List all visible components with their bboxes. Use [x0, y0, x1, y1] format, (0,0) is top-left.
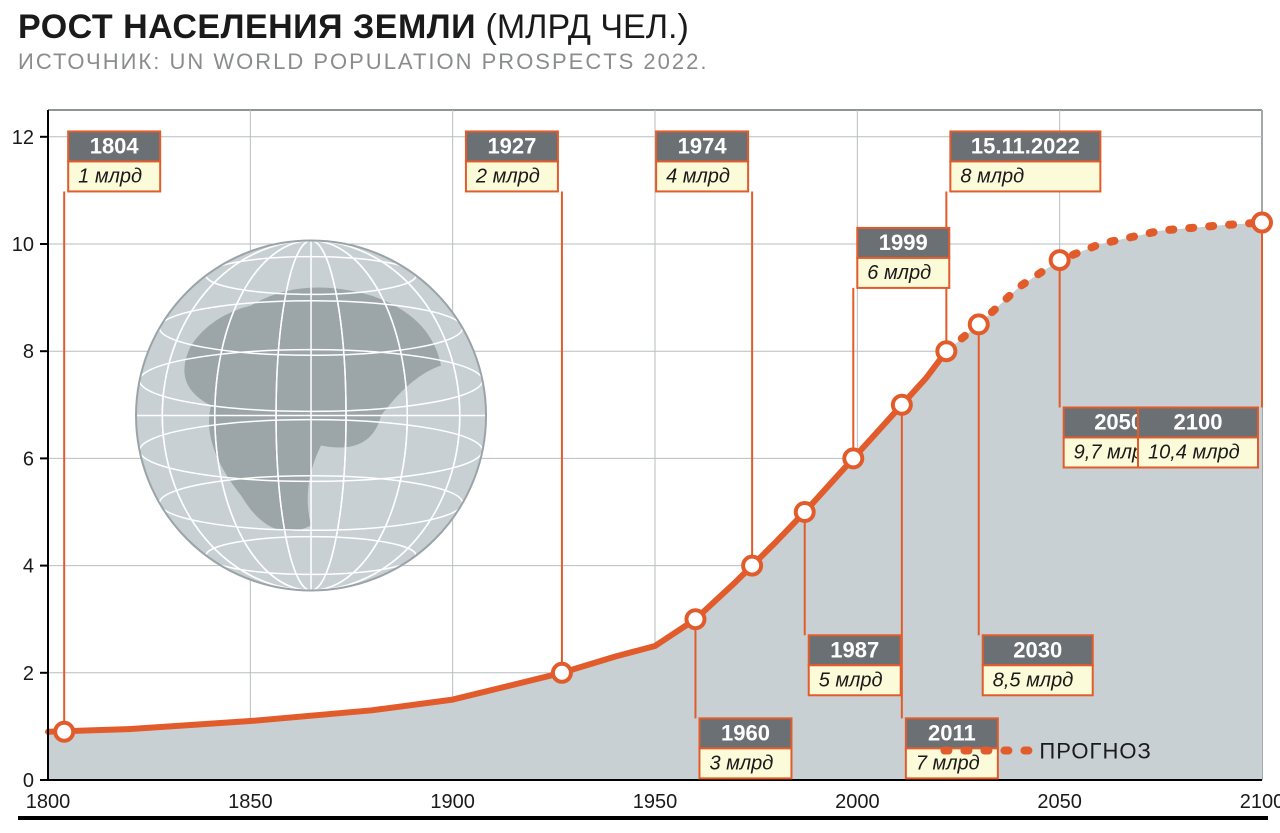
callout: 1999 6 млрд	[857, 228, 949, 288]
callout-year: 2011	[928, 720, 976, 745]
callout-year: 2030	[1013, 637, 1062, 662]
callout: 1927 2 млрд	[466, 131, 558, 191]
callout: 2030 8,5 млрд	[983, 635, 1093, 695]
callout: 1960 3 млрд	[699, 718, 791, 778]
svg-text:2000: 2000	[835, 791, 880, 813]
svg-text:1950: 1950	[633, 791, 678, 813]
svg-text:2100: 2100	[1240, 791, 1280, 813]
callout-year: 2050	[1094, 409, 1143, 434]
svg-text:12: 12	[12, 127, 34, 149]
callout-year: 1960	[721, 720, 770, 745]
callout-value: 6 млрд	[867, 262, 931, 284]
callout: 15.11.2022 8 млрд	[950, 131, 1100, 191]
data-marker	[844, 449, 862, 467]
callout: 1974 4 млрд	[656, 131, 748, 191]
callout-value: 1 млрд	[78, 165, 142, 187]
svg-text:1900: 1900	[430, 791, 475, 813]
callout-value: 4 млрд	[666, 165, 730, 187]
chart-title-bold: РОСТ НАСЕЛЕНИЯ ЗЕМЛИ	[18, 8, 476, 46]
svg-text:4: 4	[23, 556, 34, 578]
callout: 2100 10,4 млрд	[1138, 407, 1258, 467]
callout-year: 1987	[830, 637, 879, 662]
data-marker	[937, 342, 955, 360]
data-marker	[1051, 251, 1069, 269]
callout: 1987 5 млрд	[809, 635, 901, 695]
svg-text:6: 6	[23, 448, 34, 470]
data-marker	[970, 315, 988, 333]
population-chart: 0 2 4 6 8 10 12 1800 1850 1900 1950 2000 2050 2100 180…	[0, 0, 1280, 833]
svg-text:2: 2	[23, 663, 34, 685]
svg-text:0: 0	[23, 770, 34, 792]
svg-text:2050: 2050	[1037, 791, 1082, 813]
callout: 1804 1 млрд	[68, 131, 160, 191]
svg-text:10: 10	[12, 234, 34, 256]
globe-icon	[136, 241, 486, 591]
callout-year: 1999	[879, 230, 928, 255]
data-marker	[553, 664, 571, 682]
data-marker	[55, 723, 73, 741]
callout-year: 1804	[90, 133, 140, 158]
callout-year: 1974	[678, 133, 728, 158]
chart-title-units: (МЛРД ЧЕЛ.)	[476, 8, 689, 46]
callout-value: 8,5 млрд	[993, 669, 1074, 691]
callout-value: 5 млрд	[819, 669, 883, 691]
svg-text:8: 8	[23, 341, 34, 363]
data-marker	[796, 503, 814, 521]
svg-text:1800: 1800	[26, 791, 71, 813]
callout-year: 15.11.2022	[971, 133, 1080, 158]
callout-year: 1927	[487, 133, 536, 158]
callout-value: 10,4 млрд	[1148, 441, 1240, 463]
svg-text:1850: 1850	[228, 791, 273, 813]
data-marker	[686, 610, 704, 628]
data-marker	[743, 557, 761, 575]
data-marker	[1253, 214, 1271, 232]
callout-value: 7 млрд	[916, 752, 980, 774]
data-marker	[893, 396, 911, 414]
chart-source: ИСТОЧНИК: UN WORLD POPULATION PROSPECTS …	[18, 49, 709, 75]
callout-value: 3 млрд	[709, 752, 773, 774]
callout-year: 2100	[1174, 409, 1223, 434]
callout-value: 2 млрд	[475, 165, 540, 187]
callout-value: 8 млрд	[960, 165, 1024, 187]
legend-forecast: ПРОГНОЗ	[1039, 739, 1151, 764]
